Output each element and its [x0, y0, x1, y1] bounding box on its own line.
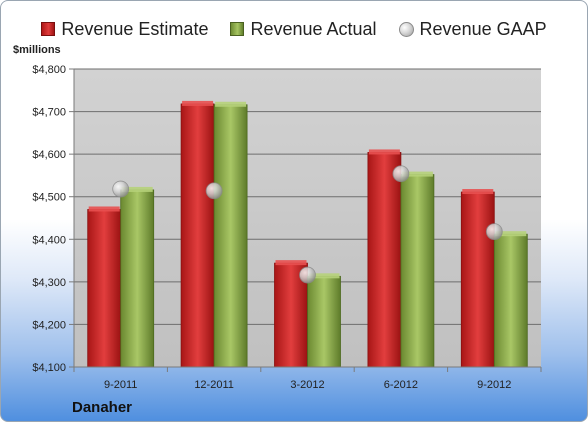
bar-actual [493, 233, 528, 368]
bar-actual-top [308, 273, 340, 279]
bars [87, 100, 528, 368]
x-tick-label: 12-2011 [194, 379, 234, 391]
y-tick-label: $4,500 [32, 192, 66, 204]
legend-label-actual: Revenue Actual [250, 18, 377, 39]
legend-item-actual: Revenue Actual [230, 18, 377, 40]
bar-actual-top [215, 101, 247, 107]
bar-actual-top [495, 231, 527, 237]
bar-actual [120, 189, 155, 368]
bar-actual [213, 104, 248, 368]
bar-estimate-top [462, 189, 494, 195]
legend-label-estimate: Revenue Estimate [61, 18, 209, 39]
gaap-marker [299, 266, 316, 284]
y-axis-ticks: $4,100 $4,200 $4,300 $4,400 $4,500 $4,600 $4,7… [32, 64, 74, 374]
gaap-markers [112, 165, 503, 284]
y-tick-label: $4,400 [32, 234, 66, 246]
bar-estimate [180, 103, 215, 368]
x-tick-label: 9-2012 [477, 379, 511, 391]
bar-estimate [87, 209, 122, 368]
bar-actual-top [401, 171, 433, 177]
bar-estimate [367, 152, 402, 368]
bar-actual-top [121, 186, 153, 192]
y-unit-label: $millions [13, 44, 61, 56]
legend: Revenue Estimate Revenue Actual Revenue … [1, 17, 587, 41]
x-tick-label: 9-2011 [104, 379, 137, 391]
y-tick-label: $4,300 [32, 277, 66, 289]
legend-label-gaap: Revenue GAAP [419, 18, 547, 39]
legend-item-gaap: Revenue GAAP [398, 18, 547, 40]
legend-marker-gaap [398, 21, 414, 37]
y-tick-label: $4,600 [32, 149, 66, 161]
bar-actual [307, 275, 341, 368]
legend-swatch-actual [230, 22, 245, 36]
y-tick-label: $4,800 [32, 64, 66, 76]
y-tick-label: $4,200 [32, 319, 66, 331]
legend-swatch-estimate [41, 22, 56, 36]
x-axis-ticks: 9-2011 12-2011 3-2012 6-2012 9-2012 [73, 367, 542, 391]
y-tick-label: $4,100 [32, 362, 66, 374]
y-tick-label: $4,700 [32, 107, 66, 119]
bar-estimate-top [88, 206, 120, 212]
x-tick-label: 6-2012 [384, 379, 418, 391]
bar-estimate [460, 191, 495, 368]
gaap-marker [392, 165, 410, 183]
bar-estimate-top [182, 100, 214, 106]
bar-actual [400, 174, 435, 368]
company-name: Danaher [72, 399, 133, 416]
gaap-marker [485, 223, 503, 241]
bar-estimate-top [368, 149, 400, 155]
gaap-marker [112, 180, 130, 198]
gaap-marker [205, 182, 223, 200]
x-tick-label: 3-2012 [290, 379, 324, 391]
bar-estimate-top [275, 260, 307, 266]
legend-item-estimate: Revenue Estimate [41, 19, 208, 40]
